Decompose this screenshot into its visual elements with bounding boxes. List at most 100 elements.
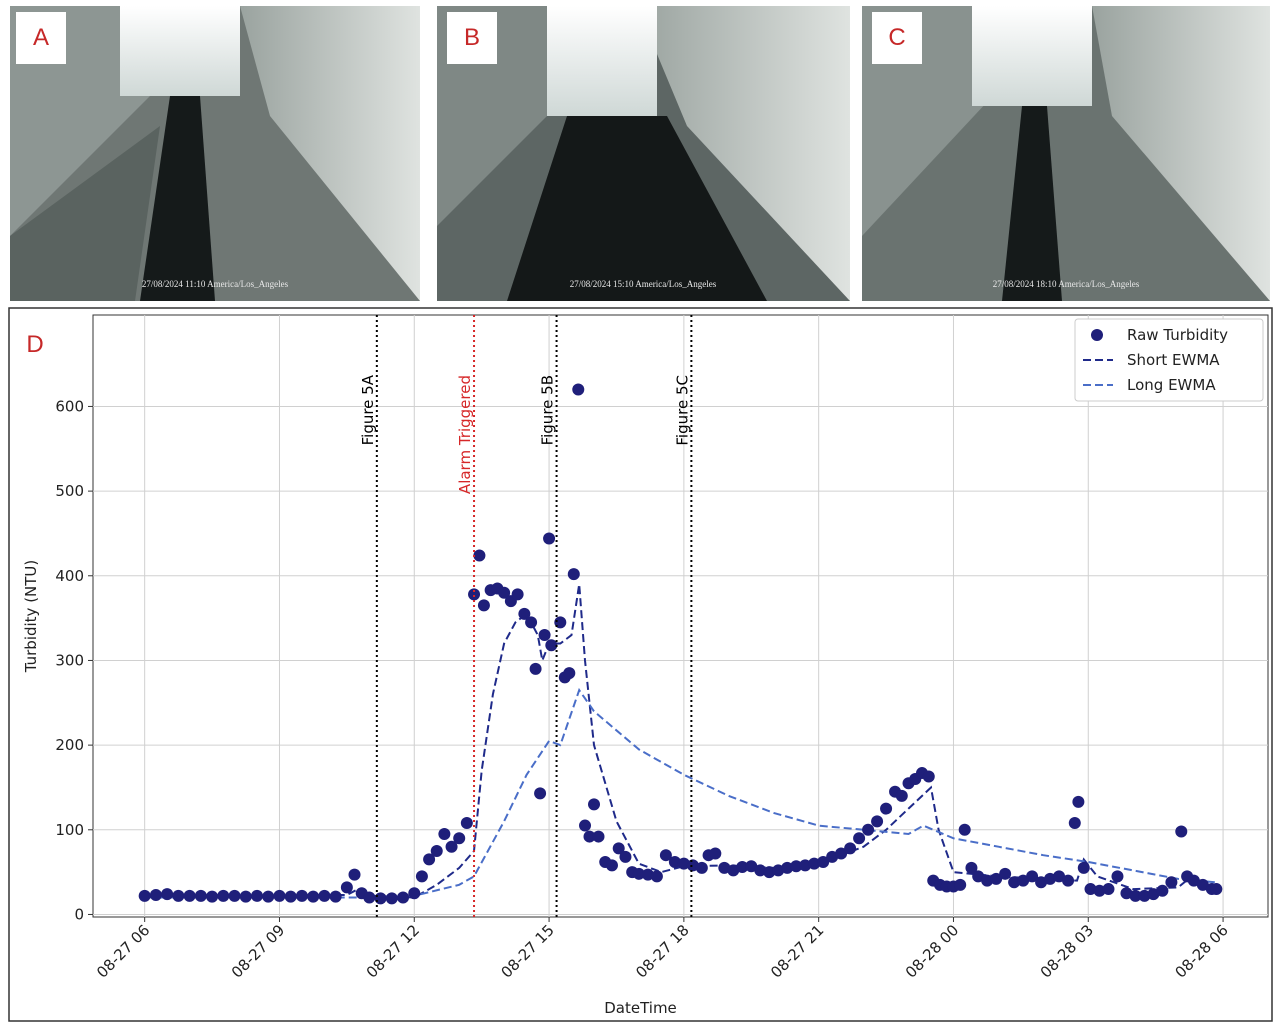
data-point — [473, 549, 485, 561]
data-point — [172, 890, 184, 902]
data-point — [363, 892, 375, 904]
data-point — [150, 889, 162, 901]
data-point — [954, 879, 966, 891]
data-point — [375, 892, 387, 904]
legend-label: Long EWMA — [1127, 376, 1216, 394]
data-point — [408, 887, 420, 899]
data-point — [296, 890, 308, 902]
x-tick-label: 08-27 18 — [632, 921, 692, 981]
x-tick-label: 08-27 09 — [228, 921, 288, 981]
data-point — [525, 616, 537, 628]
y-tick-label: 400 — [55, 567, 84, 585]
data-point — [530, 663, 542, 675]
legend-label: Raw Turbidity — [1127, 326, 1228, 344]
data-point — [217, 890, 229, 902]
data-point — [959, 824, 971, 836]
page: A B C 27/08/2024 11:10 America/Los_Angel… — [0, 0, 1277, 1023]
data-point — [386, 892, 398, 904]
data-point — [1078, 862, 1090, 874]
data-point — [184, 890, 196, 902]
data-point — [999, 868, 1011, 880]
data-point — [229, 890, 241, 902]
data-point — [1156, 885, 1168, 897]
legend-label: Short EWMA — [1127, 351, 1220, 369]
data-point — [896, 790, 908, 802]
data-point — [619, 851, 631, 863]
data-point — [709, 847, 721, 859]
x-tick-label: 08-27 21 — [767, 921, 827, 981]
event-label: Alarm Triggered — [456, 375, 474, 494]
panel-label: B — [464, 24, 480, 51]
data-point — [545, 639, 557, 651]
data-point — [318, 890, 330, 902]
y-axis-label: Turbidity (NTU) — [22, 560, 40, 674]
chart: 0 100 200 300 400 500 600 08-27 06 08-27 09 08-27… — [22, 315, 1268, 1017]
panel-label: D — [26, 331, 43, 358]
y-tick-label: 0 — [74, 905, 84, 923]
data-point — [512, 588, 524, 600]
photo-c — [862, 6, 1270, 301]
panel-label: A — [33, 24, 49, 51]
timestamp: 27/08/2024 18:10 America/Los_Angeles — [993, 279, 1140, 289]
data-point — [330, 891, 342, 903]
data-point — [579, 820, 591, 832]
data-point — [1175, 825, 1187, 837]
data-point — [1210, 883, 1222, 895]
data-point — [1165, 876, 1177, 888]
photo-b — [437, 6, 850, 301]
data-point — [161, 888, 173, 900]
data-point — [568, 568, 580, 580]
data-point — [844, 842, 856, 854]
data-point — [453, 832, 465, 844]
data-point — [349, 869, 361, 881]
data-point — [195, 890, 207, 902]
x-tick-label: 08-28 03 — [1037, 921, 1097, 981]
data-point — [923, 770, 935, 782]
data-point — [539, 629, 551, 641]
x-tick-label: 08-27 06 — [93, 921, 153, 981]
data-point — [1111, 870, 1123, 882]
data-point — [1069, 817, 1081, 829]
data-point — [251, 890, 263, 902]
legend-marker — [1091, 329, 1103, 341]
data-point — [431, 845, 443, 857]
photo-a — [10, 6, 420, 301]
figure: A B C 27/08/2024 11:10 America/Los_Angel… — [0, 0, 1277, 1023]
x-tick-label: 08-27 15 — [497, 921, 557, 981]
data-point — [606, 859, 618, 871]
event-label: Figure 5B — [539, 375, 557, 445]
data-point — [307, 891, 319, 903]
timestamp: 27/08/2024 11:10 America/Los_Angeles — [142, 279, 289, 289]
data-point — [880, 803, 892, 815]
data-point — [139, 890, 151, 902]
y-tick-label: 500 — [55, 482, 84, 500]
data-point — [853, 832, 865, 844]
data-point — [588, 798, 600, 810]
x-tick-label: 08-28 00 — [902, 921, 962, 981]
event-label: Figure 5A — [359, 374, 377, 445]
data-point — [862, 824, 874, 836]
x-tick-label: 08-27 12 — [363, 921, 423, 981]
y-tick-label: 100 — [55, 821, 84, 839]
data-point — [651, 870, 663, 882]
data-point — [572, 384, 584, 396]
data-point — [1072, 796, 1084, 808]
y-tick-label: 200 — [55, 736, 84, 754]
data-point — [563, 667, 575, 679]
data-point — [543, 533, 555, 545]
data-point — [240, 891, 252, 903]
data-point — [696, 862, 708, 874]
x-axis-label: DateTime — [604, 999, 677, 1017]
data-point — [1062, 875, 1074, 887]
data-point — [461, 817, 473, 829]
data-point — [534, 787, 546, 799]
data-point — [416, 870, 428, 882]
y-tick-label: 300 — [55, 651, 84, 669]
y-tick-label: 600 — [55, 397, 84, 415]
data-point — [1102, 883, 1114, 895]
data-point — [438, 828, 450, 840]
data-point — [871, 815, 883, 827]
data-point — [478, 599, 490, 611]
event-label: Figure 5C — [673, 375, 691, 446]
data-point — [397, 892, 409, 904]
